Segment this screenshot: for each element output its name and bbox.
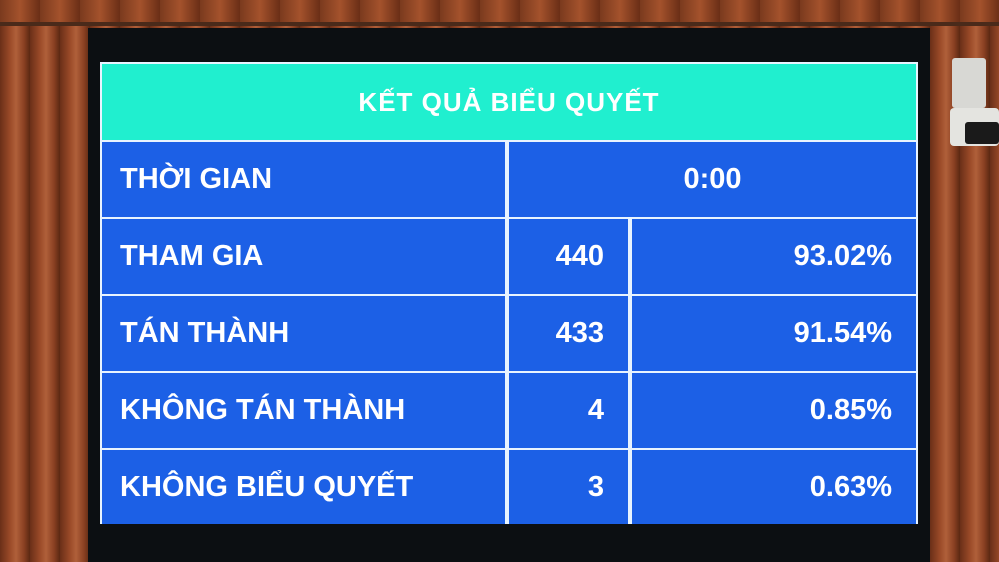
row-percent: 91.54% <box>632 296 916 371</box>
row-count: 4 <box>509 373 628 448</box>
row-percent: 93.02% <box>632 219 916 294</box>
time-value: 0:00 <box>509 142 916 217</box>
row-label: TÁN THÀNH <box>102 296 505 371</box>
row-count: 440 <box>509 219 628 294</box>
vote-results-table: KẾT QUẢ BIỂU QUYẾT THỜI GIAN 0:00 THAM G… <box>100 62 918 524</box>
row-percent: 0.85% <box>632 373 916 448</box>
row-percent: 0.63% <box>632 450 916 524</box>
time-label: THỜI GIAN <box>102 142 505 217</box>
table-title: KẾT QUẢ BIỂU QUYẾT <box>102 64 916 140</box>
camera-lens <box>965 122 999 144</box>
row-label: THAM GIA <box>102 219 505 294</box>
row-label: KHÔNG BIỂU QUYẾT <box>102 450 505 524</box>
row-count: 3 <box>509 450 628 524</box>
row-label: KHÔNG TÁN THÀNH <box>102 373 505 448</box>
camera-mount <box>952 58 986 108</box>
row-count: 433 <box>509 296 628 371</box>
wood-top-beam <box>0 0 999 26</box>
